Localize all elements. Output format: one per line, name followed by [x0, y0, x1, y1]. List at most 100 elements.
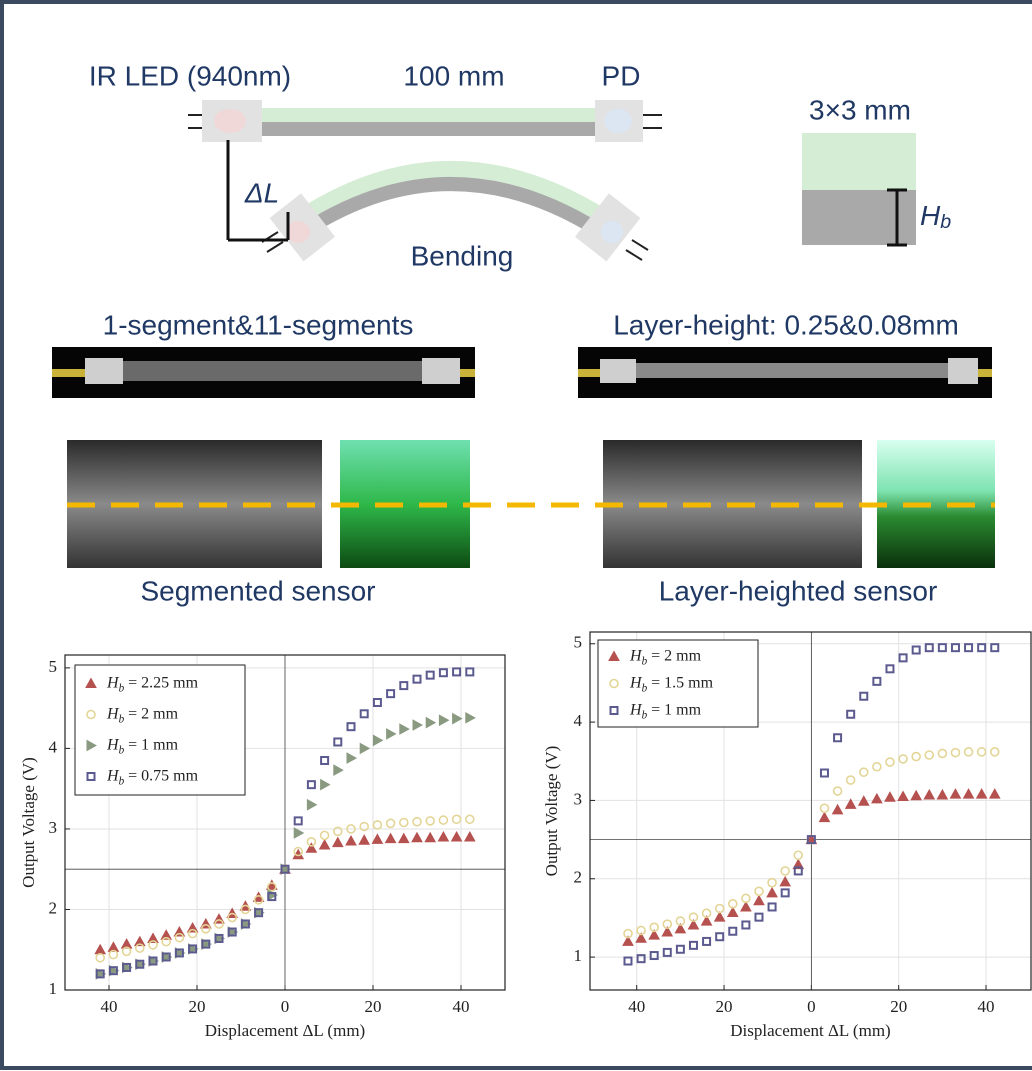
- point: [148, 956, 158, 966]
- x-tick-label: 0: [281, 997, 290, 1016]
- point: [333, 737, 343, 747]
- photo-title: 1-segment&11-segments: [103, 309, 414, 340]
- point: [741, 920, 751, 930]
- point: [701, 908, 712, 919]
- legend-marker: [609, 706, 619, 715]
- point: [833, 733, 843, 743]
- point: [345, 834, 357, 846]
- point: [147, 932, 159, 943]
- point: [937, 748, 948, 759]
- y-tick-label: 2: [574, 868, 583, 887]
- point: [425, 716, 437, 729]
- point: [767, 902, 777, 912]
- point: [740, 900, 752, 912]
- y-tick-label: 3: [49, 818, 58, 837]
- point: [386, 689, 396, 699]
- point: [964, 643, 974, 653]
- point: [819, 803, 830, 814]
- point: [885, 757, 895, 767]
- point: [346, 722, 356, 732]
- legend-marker: [85, 677, 97, 688]
- x-axis-label: Displacement ΔL (mm): [730, 1021, 890, 1040]
- point: [741, 893, 751, 904]
- point: [122, 962, 132, 972]
- x-tick-label: 40: [453, 997, 470, 1016]
- point: [187, 928, 198, 939]
- point: [319, 830, 330, 841]
- point: [320, 778, 331, 791]
- point: [371, 833, 384, 844]
- point: [857, 795, 870, 806]
- point: [174, 932, 185, 943]
- point: [333, 764, 344, 777]
- point: [911, 645, 921, 655]
- point: [240, 904, 251, 915]
- point: [121, 946, 132, 957]
- x-tick-label: 40: [101, 997, 118, 1016]
- point: [754, 912, 764, 922]
- led-label: IR LED (940nm): [89, 60, 291, 91]
- photos: [52, 347, 995, 568]
- point: [437, 830, 450, 842]
- point: [358, 834, 371, 845]
- point: [359, 709, 369, 719]
- x-tick-label: 20: [716, 997, 733, 1016]
- point: [989, 747, 1000, 757]
- y-tick-label: 1: [49, 979, 58, 998]
- y-tick-label: 5: [574, 633, 583, 652]
- point: [949, 788, 962, 799]
- point: [108, 949, 119, 960]
- point: [438, 668, 448, 678]
- point: [872, 761, 882, 772]
- length-label: 100 mm: [403, 60, 504, 91]
- point: [424, 831, 437, 843]
- point: [975, 788, 988, 799]
- hb-label: Hb: [920, 200, 951, 233]
- point: [399, 681, 409, 691]
- point: [844, 798, 857, 809]
- legend-label: Hb = 2 mm: [629, 647, 702, 667]
- point: [649, 922, 659, 933]
- point: [700, 915, 713, 926]
- point: [727, 899, 738, 909]
- legend-marker: [609, 678, 619, 689]
- point: [108, 966, 118, 976]
- point: [412, 816, 422, 827]
- point: [359, 742, 371, 755]
- point: [452, 667, 462, 677]
- point: [95, 952, 105, 963]
- photo-title: Layer-height: 0.25&0.08mm: [613, 309, 959, 340]
- point: [384, 832, 397, 844]
- point: [831, 803, 844, 815]
- point: [266, 882, 277, 892]
- point: [923, 788, 936, 800]
- point: [767, 877, 777, 888]
- point: [726, 906, 739, 917]
- point: [636, 954, 646, 964]
- point: [962, 788, 975, 799]
- point: [885, 664, 895, 674]
- point: [306, 798, 318, 811]
- y-tick-label: 4: [574, 711, 583, 730]
- point: [412, 674, 422, 684]
- point: [201, 923, 211, 934]
- point: [305, 842, 318, 853]
- point: [635, 932, 647, 943]
- y-axis-label: Output Voltage (V): [19, 757, 38, 888]
- point: [174, 948, 184, 958]
- x-tick-label: 20: [189, 997, 206, 1016]
- x-tick-label: 40: [628, 997, 645, 1016]
- point: [425, 816, 436, 826]
- point: [214, 933, 224, 943]
- point: [399, 723, 410, 735]
- point: [728, 926, 738, 936]
- point: [161, 936, 171, 947]
- point: [227, 927, 237, 937]
- point: [398, 817, 409, 828]
- y-tick-label: 2: [49, 898, 58, 917]
- point: [359, 821, 370, 832]
- point: [649, 951, 659, 961]
- x-axis-label: Displacement ΔL (mm): [205, 1021, 365, 1040]
- point: [793, 866, 803, 876]
- point: [438, 815, 449, 825]
